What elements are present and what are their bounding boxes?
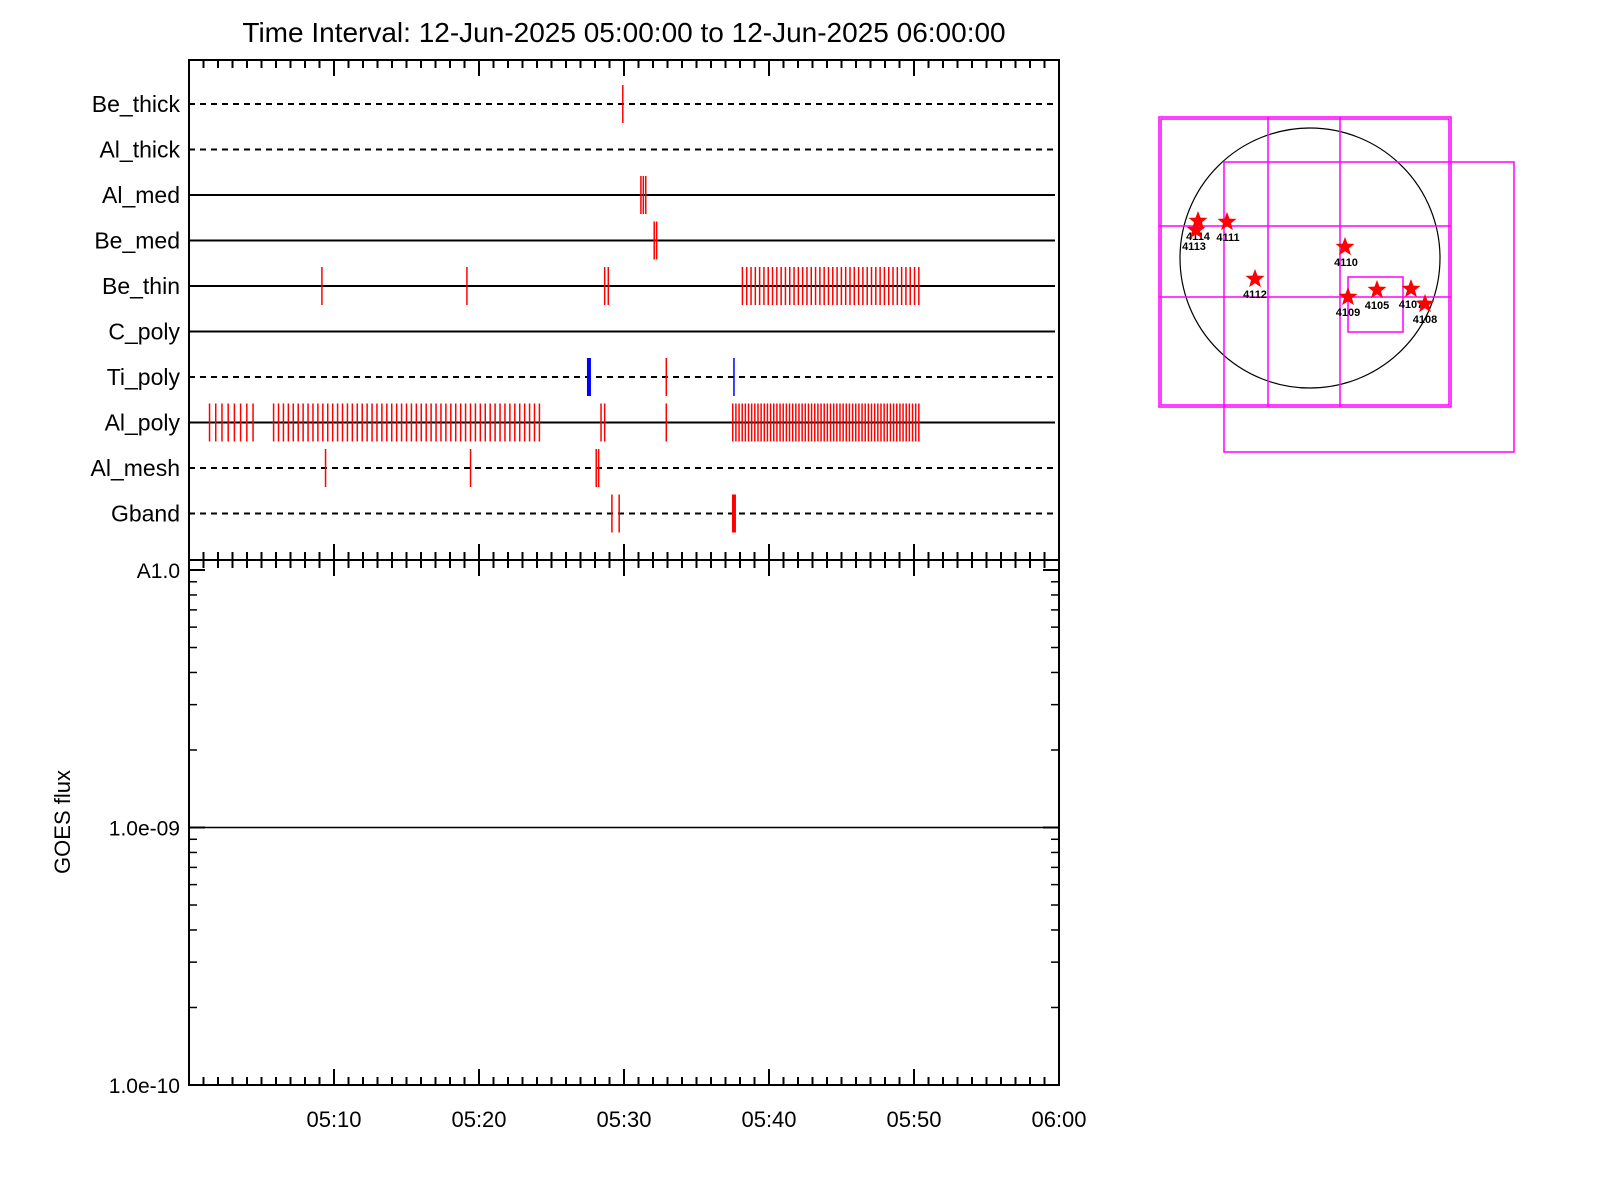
y-tick-label: A1.0 — [137, 560, 180, 583]
channel-label-gband: Gband — [111, 501, 180, 527]
fov-box-small — [1347, 276, 1404, 333]
region-label: 4108 — [1413, 314, 1437, 326]
region-star — [1367, 280, 1387, 299]
x-tick-labels: 05:10 05:20 05:30 05:40 05:50 06:00 — [306, 1107, 1086, 1132]
axis-layer — [202, 60, 1046, 1085]
channel-label-al-mesh: Al_mesh — [91, 455, 180, 481]
channel-label-ti-poly: Ti_poly — [107, 364, 181, 390]
channel-label-be-thick: Be_thick — [92, 91, 181, 117]
solar-limb — [1179, 127, 1441, 389]
region-star — [1217, 212, 1237, 231]
channel-label-be-thin: Be_thin — [102, 273, 180, 299]
y-tick-label: 1.0e-09 — [109, 818, 180, 841]
goes-layer: 1.0e-10 1.0e-09 A1.0 — [109, 560, 1059, 1098]
x-tick-label: 06:00 — [1031, 1107, 1086, 1132]
region-star — [1186, 220, 1206, 239]
region-label: 4109 — [1336, 307, 1360, 319]
region-star — [1401, 279, 1421, 298]
fov-box — [1158, 116, 1452, 408]
event-layer — [208, 85, 920, 533]
y-tick-label: 1.0e-10 — [109, 1075, 180, 1098]
channel-label-al-med: Al_med — [102, 182, 180, 208]
channel-label-al-thick: Al_thick — [99, 137, 180, 163]
region-star — [1245, 269, 1265, 288]
x-tick-label: 05:30 — [596, 1107, 651, 1132]
fov-boxes — [1158, 116, 1515, 453]
event-panel-frame — [188, 59, 1060, 561]
region-label: 4110 — [1334, 257, 1358, 269]
region-label: 4111 — [1216, 232, 1239, 244]
region-star — [1188, 211, 1208, 230]
region-label: 4112 — [1243, 289, 1267, 301]
channel-label-c-poly: C_poly — [108, 319, 180, 345]
region-star — [1415, 294, 1435, 313]
region-label: 4105 — [1365, 300, 1389, 312]
channel-layer: Be_thick Al_thick Al_med Be_med Be_thin C_pol… — [91, 91, 1055, 527]
x-tick-label: 05:40 — [741, 1107, 796, 1132]
x-tick-label: 05:20 — [451, 1107, 506, 1132]
x-tick-label: 05:10 — [306, 1107, 361, 1132]
goes-panel-frame — [188, 559, 1060, 1086]
goes-y-axis-label: GOES flux — [50, 770, 75, 874]
channel-label-al-poly: Al_poly — [105, 410, 181, 436]
x-tick-label: 05:50 — [886, 1107, 941, 1132]
fov-box — [1160, 118, 1450, 406]
fov-box — [1223, 161, 1515, 453]
event-panel: Be_thick Al_thick Al_med Be_med Be_thin C_pol… — [91, 59, 1060, 561]
goes-panel: 1.0e-10 1.0e-09 A1.0 GOES flux — [50, 559, 1060, 1098]
region-label: 4113 — [1182, 241, 1206, 253]
region-star — [1335, 237, 1355, 256]
region-star — [1338, 287, 1358, 306]
chart-title: Time Interval: 12-Jun-2025 05:00:00 to 1… — [242, 17, 1005, 48]
channel-label-be-med: Be_med — [94, 228, 180, 254]
